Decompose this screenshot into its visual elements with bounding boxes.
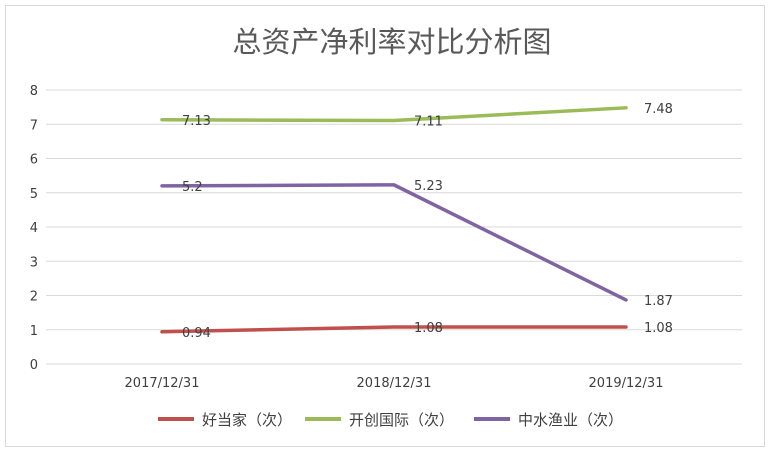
x-tick-label: 2017/12/31 [125,376,200,391]
y-tick-label: 0 [30,358,38,373]
data-label: 7.13 [182,114,211,129]
y-tick-label: 4 [30,221,38,236]
y-tick-label: 5 [30,187,38,202]
data-label: 1.08 [414,321,443,336]
legend: 好当家（次） 开创国际（次） 中水渔业（次） [158,411,623,429]
y-tick-label: 6 [30,153,38,168]
chart-title: 总资产净利率对比分析图 [232,25,551,59]
series-lines [160,106,628,334]
y-axis: 0 1 2 3 4 5 6 7 8 [30,84,38,373]
grid [46,89,742,365]
y-tick-label: 1 [30,324,38,339]
legend-label: 好当家（次） [202,411,292,429]
data-label: 7.48 [644,102,673,117]
series-line [160,183,628,302]
y-tick-label: 7 [30,118,38,133]
chart-frame [5,5,765,447]
x-tick-label: 2019/12/31 [589,376,664,391]
y-tick-label: 8 [30,84,38,99]
legend-label: 开创国际（次） [349,411,454,429]
legend-label: 中水渔业（次） [518,411,623,429]
x-tick-label: 2018/12/31 [357,376,432,391]
data-labels: 0.94 1.08 1.08 7.13 7.11 7.48 5.2 5.23 1.87 [182,102,673,341]
data-label: 1.08 [644,321,673,336]
data-label: 5.2 [182,180,203,195]
data-label: 1.87 [644,294,673,309]
data-label: 5.23 [414,179,443,194]
data-label: 7.11 [414,114,443,129]
y-tick-label: 3 [30,255,38,270]
data-label: 0.94 [182,326,211,341]
series-line [160,106,628,123]
x-axis: 2017/12/31 2018/12/31 2019/12/31 [125,376,664,391]
y-tick-label: 2 [30,290,38,305]
series-line [160,325,628,334]
